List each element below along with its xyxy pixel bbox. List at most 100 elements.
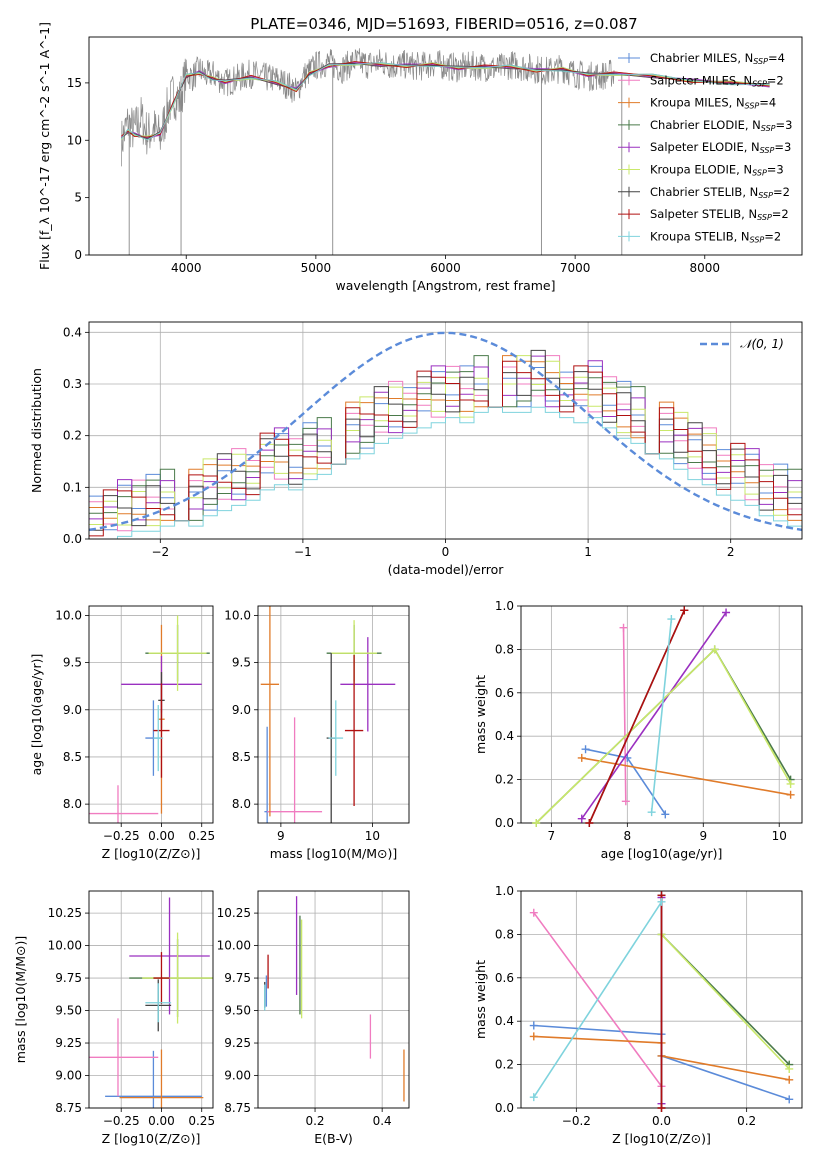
y-tick-label: 9.50	[55, 1004, 82, 1018]
x-tick-label: 4000	[171, 261, 202, 275]
mass-weight-marker	[657, 897, 666, 906]
errorbar-point	[260, 606, 280, 817]
legend-label: Kroupa STELIB, NSSP=2	[650, 229, 781, 244]
legend-label: Salpeter ELODIE, NSSP=3	[650, 140, 791, 155]
mass-weight-marker	[667, 615, 676, 624]
errorbar-point	[129, 897, 210, 1015]
errorbar-point	[340, 637, 396, 732]
errorbar-point	[267, 717, 323, 823]
errorbar-point	[328, 700, 344, 776]
errorbar-point	[119, 1049, 204, 1108]
y-tick-label: 0.3	[63, 377, 82, 391]
x-tick-label: 0	[442, 545, 450, 559]
residual-histogram	[89, 406, 802, 539]
y-tick-label: 1.0	[495, 884, 514, 898]
mass-weight-marker	[680, 606, 689, 615]
mass-weight-marker	[657, 1104, 666, 1112]
normal-curve	[89, 331, 802, 532]
mass-weight-marker	[532, 819, 541, 827]
y-tick-label: 10.25	[217, 906, 251, 920]
mass-weight-marker	[577, 753, 586, 762]
y-tick-label: 0.0	[63, 532, 82, 546]
y-tick-label: 9.75	[224, 971, 251, 985]
x-tick-label: −0.2	[562, 1114, 591, 1128]
y-tick-label: 0.1	[63, 480, 82, 494]
y-tick-label: 0.4	[495, 729, 514, 743]
axes-frame	[88, 605, 214, 824]
y-tick-label: 0.8	[495, 927, 514, 941]
x-tick-label: 0.00	[148, 829, 175, 843]
mass-weight-marker	[786, 790, 795, 799]
x-tick-label: 0.2	[737, 1114, 756, 1128]
y-tick-label: 8.75	[55, 1101, 82, 1115]
y-tick-label: 10.0	[55, 608, 82, 622]
mass-weight-marker	[619, 623, 628, 632]
y-axis-label: mass weight	[473, 960, 488, 1039]
errorbar-point	[153, 705, 164, 772]
mass-weight-marker	[785, 1095, 794, 1104]
x-tick-label: 10	[365, 829, 380, 843]
chart-age-vs-mass: 9 10 8.0 8.5 9.0 9.5 10.0 mass [log10(M/M⊙)]	[224, 605, 410, 861]
x-tick-label: 10	[772, 829, 787, 843]
y-tick-label: 0	[74, 248, 82, 262]
legend-label: Salpeter MILES, NSSP=2	[650, 73, 784, 88]
mass-weight-line	[622, 627, 627, 802]
x-tick-label: 5000	[301, 261, 332, 275]
mass-weight-line	[588, 609, 686, 824]
x-tick-label: 0.2	[305, 1114, 324, 1128]
y-tick-label: 8.0	[232, 797, 251, 811]
y-tick-label: 10.0	[224, 608, 251, 622]
errorbar-point	[89, 785, 159, 823]
errorbar-point	[105, 1050, 202, 1108]
x-axis-label: mass [log10(M/M⊙)]	[270, 846, 398, 861]
y-tick-label: 0.2	[495, 1058, 514, 1072]
x-tick-label: 9	[699, 829, 707, 843]
mass-weight-line	[660, 933, 790, 1070]
x-tick-label: 0.4	[373, 1114, 392, 1128]
errorbar-point	[89, 1018, 159, 1097]
y-tick-label: 9.25	[55, 1036, 82, 1050]
x-axis-label: age [log10(age/yr)]	[601, 846, 723, 861]
y-tick-label: 0.0	[495, 1101, 514, 1115]
mass-weight-marker	[577, 814, 586, 823]
axes-frame	[88, 36, 803, 256]
axes-frame	[257, 605, 410, 824]
mass-weight-line	[581, 757, 791, 796]
mass-weight-line	[650, 618, 673, 813]
y-tick-label: 9.00	[55, 1069, 82, 1083]
y-tick-label: 9.75	[55, 971, 82, 985]
mass-weight-marker	[529, 1032, 538, 1041]
y-tick-label: 10	[67, 133, 82, 147]
residual-histogram	[89, 349, 802, 531]
y-tick-label: 9.0	[63, 703, 82, 717]
x-tick-label: 0.25	[188, 1114, 215, 1128]
mass-weight-marker	[529, 908, 538, 917]
x-tick-label: −0.25	[103, 829, 140, 843]
y-axis-label: mass [log10(M/M⊙)]	[13, 936, 28, 1064]
y-tick-label: 9.00	[224, 1069, 251, 1083]
y-tick-label: 9.25	[224, 1036, 251, 1050]
mass-weight-marker	[529, 1021, 538, 1030]
x-tick-label: 9	[277, 829, 285, 843]
mass-weight-line	[533, 901, 663, 1098]
errorbar-point	[153, 952, 170, 1005]
chart-massweight-vs-z: −0.2 0.0 0.2 0.0 0.2 0.4 0.6 0.8 1.0 Z [log10(Z/Z…	[473, 884, 803, 1146]
axes-frame	[88, 890, 214, 1109]
y-axis-label: Normed distribution	[29, 368, 44, 493]
y-tick-label: 5	[74, 191, 82, 205]
mass-weight-marker	[722, 608, 731, 617]
mass-weight-marker	[585, 819, 594, 827]
plot-area-residuals	[89, 331, 802, 539]
y-tick-label: 8.0	[63, 797, 82, 811]
mass-weight-marker	[647, 808, 656, 817]
y-tick-label: 0.2	[495, 773, 514, 787]
y-tick-label: 10.00	[48, 939, 82, 953]
model-fit-line	[121, 62, 770, 141]
x-tick-label: −2	[151, 545, 169, 559]
x-axis-label: wavelength [Angstrom, rest frame]	[335, 278, 555, 293]
x-axis-label: E(B-V)	[314, 1131, 353, 1146]
plot-area-spectrum	[121, 48, 770, 255]
x-tick-label: 0.25	[188, 829, 215, 843]
axes-frame	[520, 605, 803, 824]
